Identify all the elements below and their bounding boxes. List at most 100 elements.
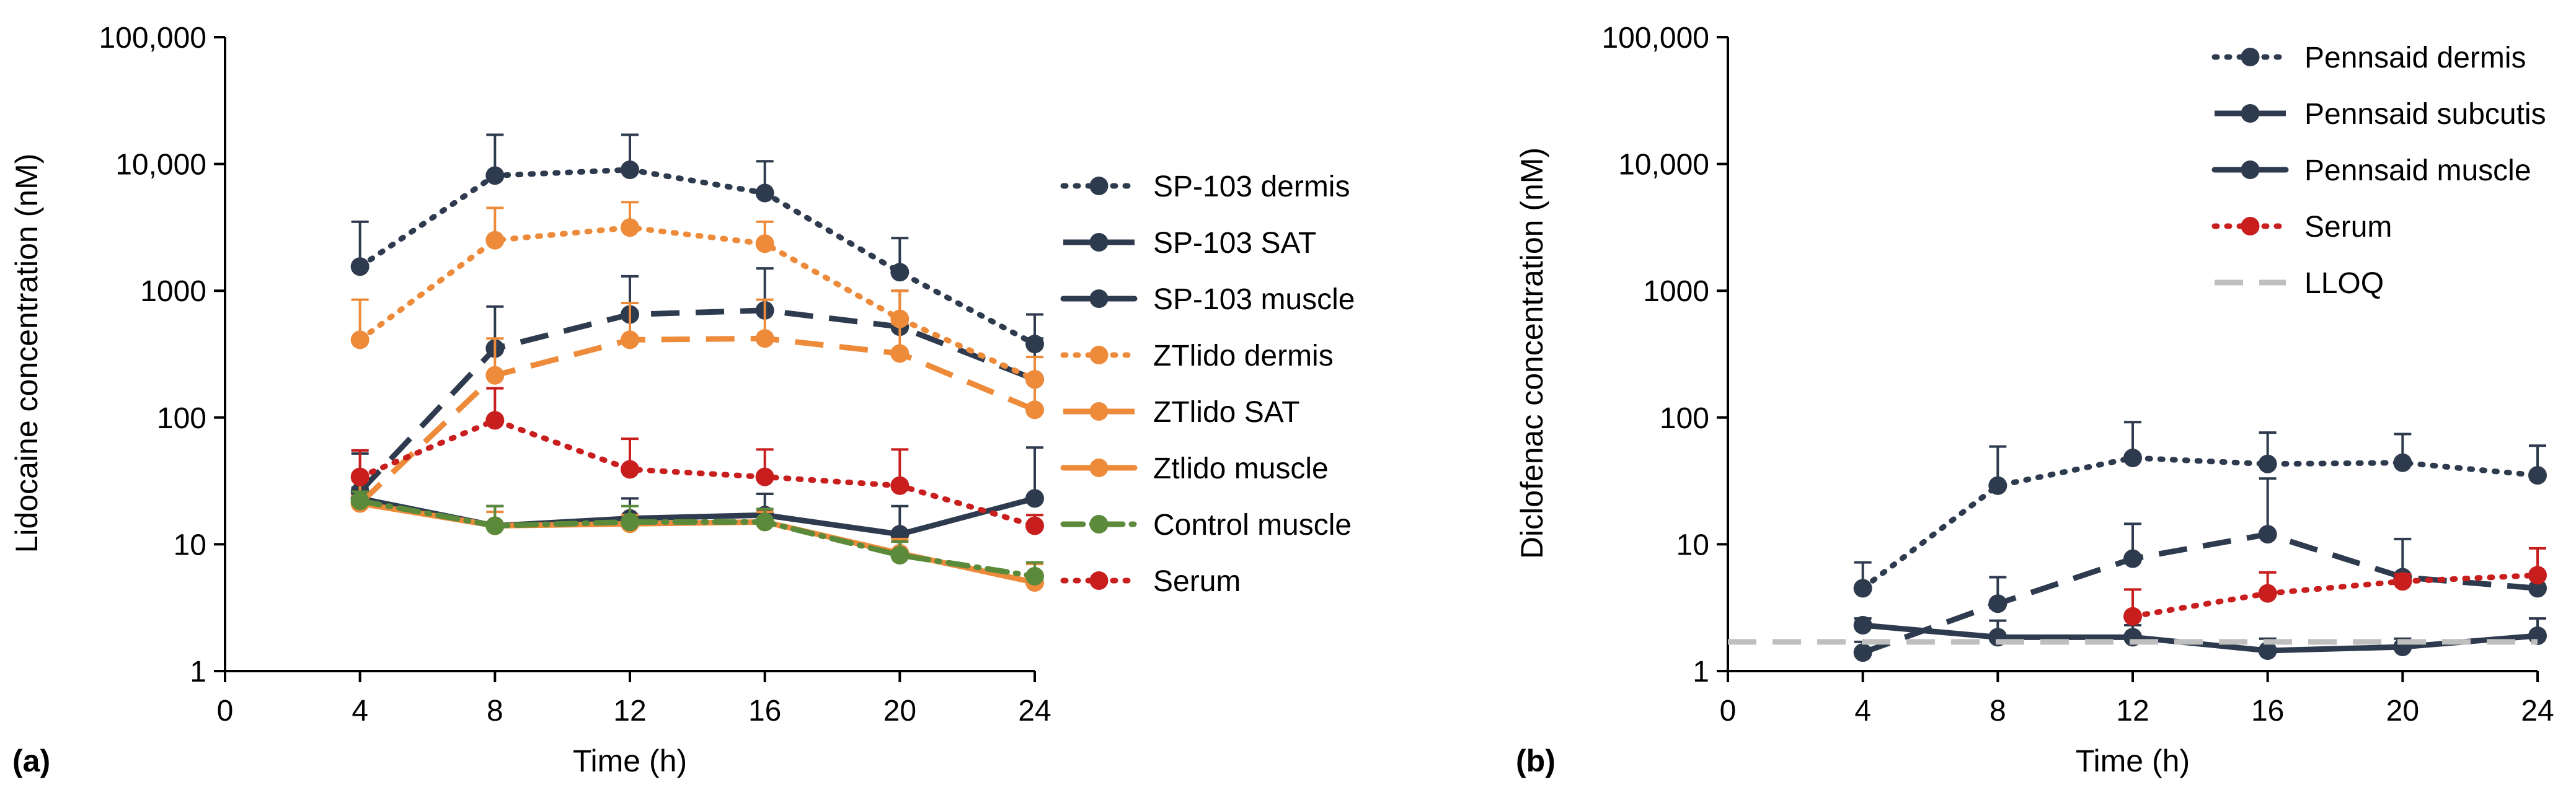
panel-a-data-point: [350, 467, 370, 486]
panel-a-legend-label: SP-103 muscle: [1153, 283, 1355, 316]
panel-b-x-tick-label: 16: [2251, 695, 2284, 727]
panel-a-label: (a): [12, 744, 50, 778]
panel-b-y-tick-label: 100,000: [1601, 22, 1709, 55]
panel-b-data-point: [1988, 594, 2007, 613]
panel-a-data-point: [485, 411, 505, 430]
panel-a-series-3: [350, 201, 1044, 389]
panel-a-x-tick-label: 16: [748, 695, 781, 727]
panel-a-legend-marker: [1089, 177, 1109, 195]
panel-b-legend-item-2: Pennsaid muscle: [2211, 154, 2531, 187]
panel-a-legend-item-1: SP-103 SAT: [1063, 227, 1316, 260]
panel-b-data-point: [2528, 566, 2547, 585]
panel-b-data-point: [2393, 572, 2412, 591]
panel-b-series-line: [1862, 531, 2538, 656]
panel-b-data-point: [1988, 476, 2007, 495]
panel-a-series-line: [357, 224, 1038, 382]
panel-a-legend-label: Control muscle: [1153, 509, 1352, 542]
panel-a-x-axis-title: Time (h): [573, 744, 687, 778]
panel-a-legend-item-2: SP-103 muscle: [1060, 283, 1355, 316]
panel-b-data-point: [2528, 579, 2547, 598]
panel-a-legend-marker: [1089, 289, 1109, 308]
panel-a-legend-label: ZTlido SAT: [1153, 396, 1299, 429]
panel-a-legend-label: Ztlido muscle: [1153, 452, 1329, 485]
panel-b-y-tick-label: 1000: [1643, 275, 1709, 308]
panel-b-data-point: [2528, 466, 2547, 485]
panel-a-legend-marker: [1089, 515, 1109, 534]
panel-a-y-axis-title: Lidocaine concentration (nM): [9, 154, 44, 553]
panel-b-legend-item-1: Pennsaid subcutis: [2215, 98, 2546, 131]
panel-a-data-point: [755, 183, 774, 203]
panel-a-series-4: [350, 298, 1044, 513]
panel-b-series-line: [1860, 622, 2541, 654]
panel-b-chart: 1 10 100 1000 10,000 100,000 0 4 8 12 16 20 24 Penns…: [1515, 22, 2554, 778]
panel-b-legend-marker: [2241, 160, 2260, 179]
panel-a-data-point: [621, 218, 639, 237]
panel-a-data-point: [621, 460, 639, 479]
panel-a-legend-item-4: ZTlido SAT: [1063, 396, 1299, 429]
panel-b-series-0: [1853, 421, 2547, 598]
panel-b-data-point: [2258, 584, 2277, 603]
panel-a-legend-marker: [1089, 402, 1109, 421]
panel-a-x-tick-label: 0: [217, 695, 234, 727]
panel-a-y-tick-label: 10,000: [115, 149, 206, 182]
panel-b-y-axis-title: Diclofenac concentration (nM): [1515, 147, 1549, 559]
panel-a-series-line: [357, 495, 1038, 537]
panel-b-series-3: [2123, 547, 2547, 626]
panel-b-legend-label: Pennsaid subcutis: [2304, 98, 2546, 131]
panel-b-data-point: [2123, 607, 2142, 626]
panel-a-legend-label: SP-103 SAT: [1153, 227, 1316, 260]
panel-a-series-line: [357, 417, 1038, 529]
panel-b-legend-marker: [2241, 48, 2260, 66]
panel-a-y-tick-label: 10: [174, 529, 206, 561]
panel-a-data-point: [755, 329, 774, 348]
panel-a-series-6: [350, 490, 1044, 586]
panel-a-legend-label: Serum: [1153, 565, 1241, 598]
panel-b-data-point: [1853, 615, 1872, 635]
panel-b-x-tick-label: 24: [2521, 695, 2554, 727]
panel-a-series-2: [350, 446, 1044, 544]
panel-a-data-point: [1025, 516, 1044, 535]
panel-b-y-tick-label: 1: [1693, 656, 1709, 688]
panel-a-data-point: [621, 160, 639, 179]
panel-a-x-tick-label: 20: [883, 695, 916, 727]
panel-b-legend-marker: [2241, 104, 2260, 123]
panel-a-data-point: [485, 166, 505, 185]
panel-b-y-tick-label: 10: [1676, 529, 1709, 561]
panel-b-legend-label: Pennsaid muscle: [2304, 154, 2531, 187]
panel-b-legend-item-3: Serum: [2211, 211, 2392, 244]
panel-a-data-point: [485, 366, 505, 385]
panel-b-series-line: [2130, 572, 2541, 620]
panel-a-data-point: [485, 231, 505, 250]
panel-b-x-tick-label: 4: [1854, 695, 1871, 727]
panel-b-data-point: [2123, 449, 2142, 468]
panel-a-data-point: [755, 234, 774, 253]
panel-b-x-tick-label: 20: [2386, 695, 2419, 727]
panel-a-data-point: [1025, 370, 1044, 389]
panel-b-legend-item-0: Pennsaid dermis: [2211, 42, 2526, 74]
panel-a-legend-marker: [1089, 233, 1109, 252]
panel-a-series-1: [350, 267, 1044, 501]
panel-b-x-tick-label: 8: [1990, 695, 2006, 727]
panel-a-legend-marker: [1089, 346, 1109, 364]
panel-b-y-tick-label: 10,000: [1618, 149, 1709, 182]
panel-a-series-line: [358, 335, 1036, 506]
panel-a-legend-marker: [1089, 459, 1109, 477]
panel-a-legend-item-0: SP-103 dermis: [1060, 170, 1350, 203]
panel-a-series-7: [350, 387, 1044, 535]
panel-a-legend-item-5: Ztlido muscle: [1060, 452, 1329, 485]
panel-a-x-tick-label: 24: [1018, 695, 1051, 727]
panel-a-series-0: [350, 133, 1044, 354]
panel-a-x-tick-label: 4: [352, 695, 368, 727]
panel-b-label: (b): [1516, 744, 1556, 778]
panel-a-data-point: [890, 476, 910, 495]
panel-a-chart: 1 10 100 1000 10,000 100,000 0 4 8 12 16 20 24 SP-10…: [9, 22, 1355, 778]
panel-b-data-point: [2258, 525, 2277, 544]
panel-a-legend-item-3: ZTlido dermis: [1060, 340, 1334, 372]
panel-b-series-2: [1853, 615, 2547, 660]
panel-b-legend-label: Serum: [2304, 211, 2392, 244]
panel-b-x-tick-label: 0: [1720, 695, 1737, 727]
panel-a-data-point: [350, 491, 370, 511]
panel-a-legend-marker: [1089, 571, 1109, 590]
panel-a-legend-item-6: Control muscle: [1060, 509, 1352, 542]
